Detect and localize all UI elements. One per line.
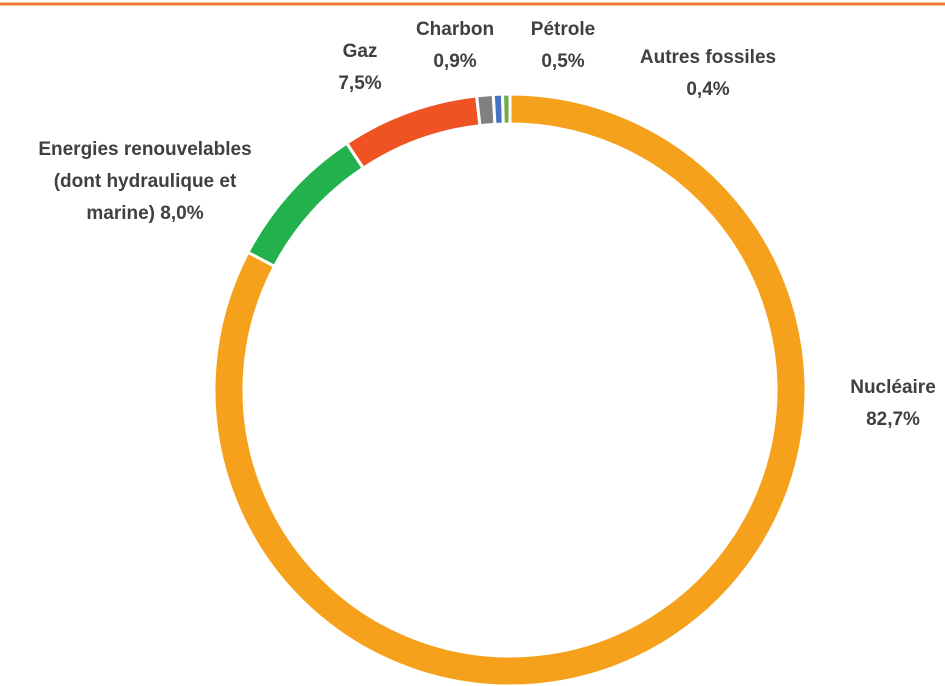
value-label: 8,0% [160, 203, 204, 224]
slice [212, 92, 808, 686]
value-label: 0,4% [686, 79, 729, 100]
donut [212, 92, 808, 686]
category-label: Energies renouvelables (dont hydraulique… [38, 139, 252, 224]
category-label: Pétrole [531, 19, 595, 40]
category-label: Gaz [343, 41, 378, 62]
labels: Nucléaire 82,7% Gaz 7,5% Charbon 0,9% Pétrole 0… [20, 19, 936, 430]
value-label: 82,7% [866, 409, 920, 430]
value-label: 0,5% [541, 51, 584, 72]
category-label: Nucléaire [850, 377, 936, 398]
slice [501, 92, 512, 126]
category-label: Charbon [416, 19, 494, 40]
value-label: 7,5% [338, 73, 381, 94]
category-label: Autres fossiles [640, 47, 776, 68]
label-box: Energies renouvelables (dont hydraulique… [20, 134, 270, 230]
category-value-label: Energies renouvelables (dont hydraulique… [20, 134, 270, 230]
value-label: 0,9% [433, 51, 476, 72]
